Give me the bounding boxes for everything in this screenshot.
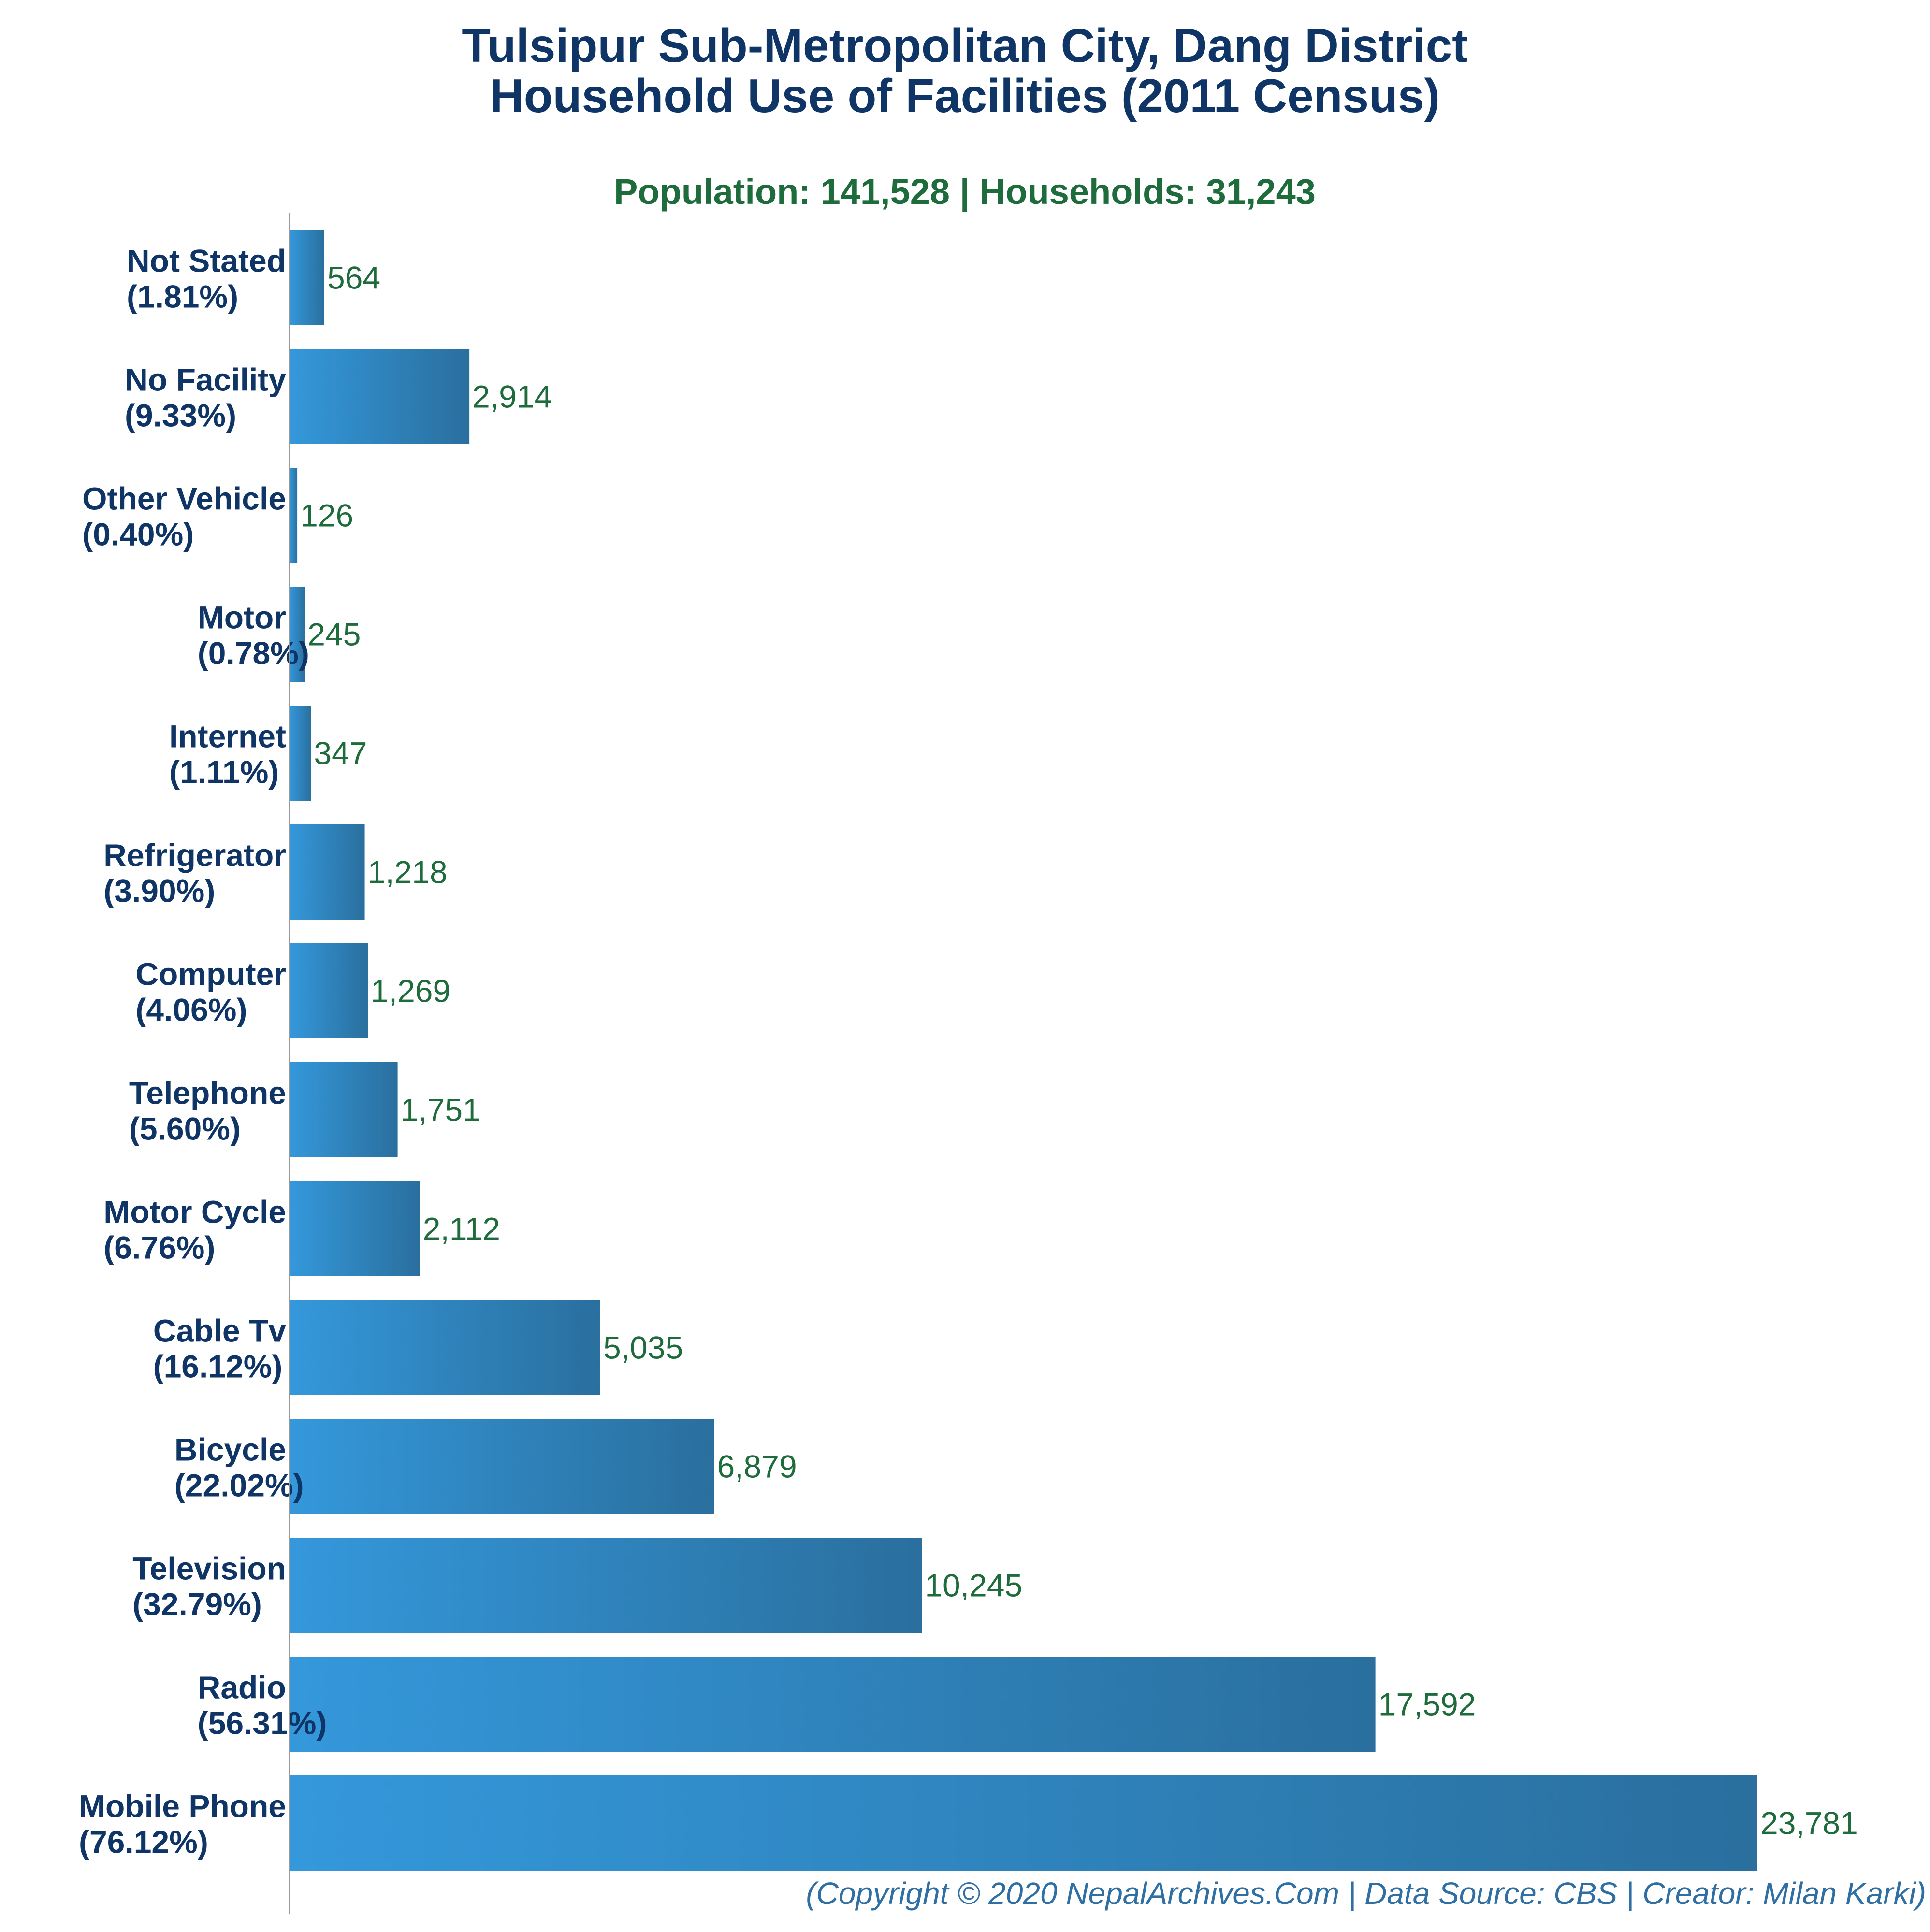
labels-layer: 564 Not Stated(1.81%) 2,914 No Facility(9.3…	[79, 243, 1858, 1860]
bar-no-facility	[290, 349, 470, 444]
bar-motor-cycle	[290, 1181, 420, 1276]
category-label-internet: Internet	[169, 719, 286, 754]
value-label-bicycle: 6,879	[717, 1449, 797, 1485]
category-label-cable-tv: Cable Tv	[153, 1313, 286, 1349]
footer-credits: (Copyright © 2020 NepalArchives.Com | Da…	[806, 1876, 1926, 1911]
value-label-mobile-phone: 23,781	[1760, 1805, 1858, 1841]
category-label-mobile-phone: Mobile Phone	[79, 1788, 286, 1824]
category-percent-radio: (56.31%)	[198, 1705, 327, 1741]
category-percent-motor-cycle: (6.76%)	[103, 1230, 215, 1266]
category-percent-mobile-phone: (76.12%)	[79, 1824, 208, 1860]
bar-motor	[290, 587, 305, 682]
category-label-other-vehicle: Other Vehicle	[82, 481, 286, 517]
value-label-radio: 17,592	[1379, 1687, 1476, 1722]
chart-title-line-2: Household Use of Facilities (2011 Census…	[490, 69, 1440, 122]
category-percent-internet: (1.11%)	[169, 754, 279, 790]
category-percent-computer: (4.06%)	[135, 992, 247, 1028]
value-label-telephone: 1,751	[401, 1092, 480, 1128]
category-percent-no-facility: (9.33%)	[125, 398, 236, 433]
category-label-bicycle: Bicycle	[174, 1432, 286, 1468]
category-percent-other-vehicle: (0.40%)	[82, 517, 194, 552]
bar-radio	[290, 1657, 1376, 1752]
value-label-motor-cycle: 2,112	[423, 1211, 500, 1247]
category-percent-not-stated: (1.81%)	[127, 279, 238, 315]
bar-computer	[290, 943, 368, 1038]
bar-television	[290, 1538, 922, 1633]
category-percent-motor: (0.78%)	[198, 635, 309, 671]
category-percent-bicycle: (22.02%)	[174, 1468, 304, 1503]
category-label-motor: Motor	[198, 600, 286, 635]
bar-bicycle	[290, 1419, 714, 1514]
category-label-refrigerator: Refrigerator	[103, 837, 286, 873]
category-label-telephone: Telephone	[129, 1075, 286, 1111]
bar-cable-tv	[290, 1300, 601, 1395]
bar-not-stated	[290, 230, 325, 325]
category-percent-television: (32.79%)	[132, 1586, 262, 1622]
value-label-television: 10,245	[925, 1568, 1022, 1603]
category-label-not-stated: Not Stated	[127, 243, 286, 279]
category-label-motor-cycle: Motor Cycle	[103, 1194, 286, 1230]
chart-title-line-1: Tulsipur Sub-Metropolitan City, Dang Dis…	[462, 19, 1468, 72]
category-percent-cable-tv: (16.12%)	[153, 1349, 283, 1384]
value-label-motor: 245	[307, 617, 361, 652]
category-label-radio: Radio	[198, 1670, 286, 1705]
category-label-computer: Computer	[135, 956, 286, 992]
value-label-refrigerator: 1,218	[368, 854, 448, 890]
bar-mobile-phone	[290, 1775, 1757, 1871]
bar-internet	[290, 706, 311, 801]
category-label-television: Television	[132, 1551, 286, 1586]
value-label-cable-tv: 5,035	[603, 1330, 683, 1366]
chart-subtitle: Population: 141,528 | Households: 31,243	[614, 172, 1316, 212]
bars-layer	[290, 230, 1757, 1871]
bar-other-vehicle	[290, 468, 298, 563]
value-label-no-facility: 2,914	[472, 379, 552, 415]
bar-refrigerator	[290, 824, 365, 920]
value-label-not-stated: 564	[327, 260, 380, 296]
category-percent-telephone: (5.60%)	[129, 1111, 241, 1147]
category-label-no-facility: No Facility	[125, 362, 286, 398]
value-label-internet: 347	[314, 735, 367, 771]
bar-telephone	[290, 1062, 398, 1157]
value-label-computer: 1,269	[371, 973, 450, 1009]
value-label-other-vehicle: 126	[300, 498, 353, 533]
category-percent-refrigerator: (3.90%)	[103, 873, 215, 909]
